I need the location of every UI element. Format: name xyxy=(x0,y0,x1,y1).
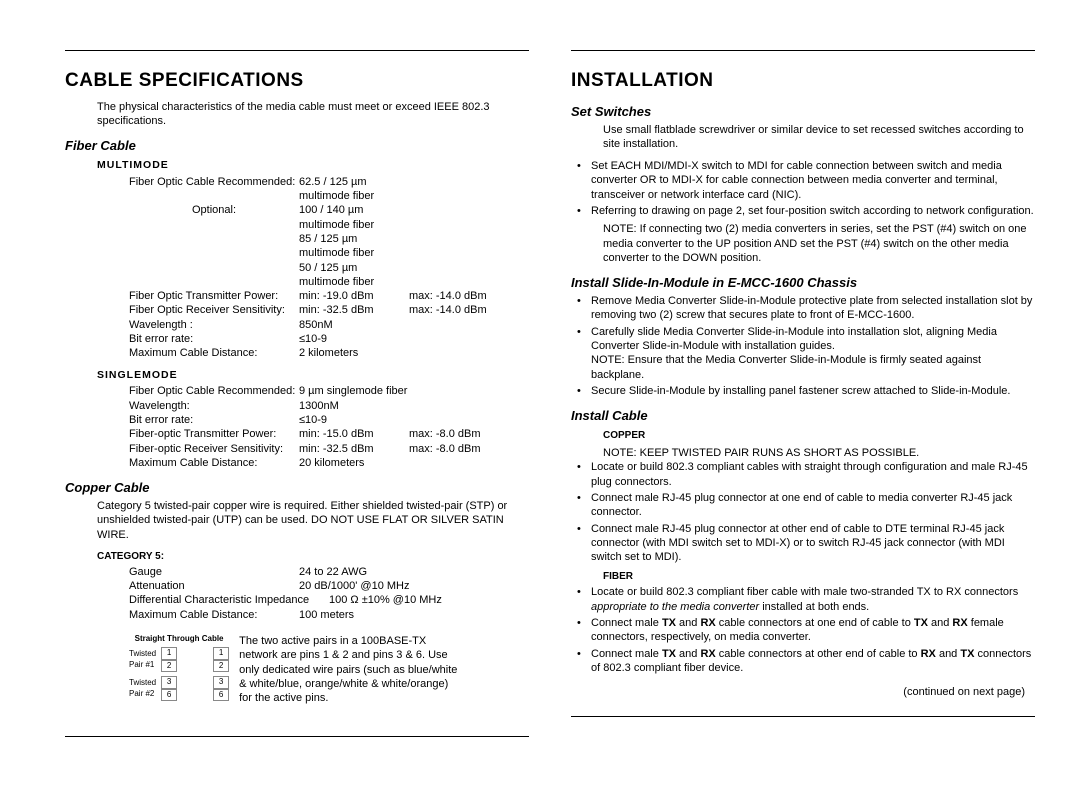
copper-note: NOTE: KEEP TWISTED PAIR RUNS AS SHORT AS… xyxy=(603,446,1035,460)
sm-row: Wavelength:1300nM xyxy=(129,399,529,413)
slide-module-heading: Install Slide-In-Module in E-MCC-1600 Ch… xyxy=(571,275,1035,292)
sm-row: Fiber-optic Transmitter Power:min: -15.0… xyxy=(129,427,529,441)
mm-row: Wavelength :850nM xyxy=(129,318,529,332)
installation-title: INSTALLATION xyxy=(571,69,1035,94)
copper-intro: Category 5 twisted-pair copper wire is r… xyxy=(97,499,529,542)
mm-row: Fiber Optic Receiver Sensitivity:min: -3… xyxy=(129,303,529,317)
copper-subhead: COPPER xyxy=(603,429,1035,442)
cat5-heading: CATEGORY 5: xyxy=(97,550,529,563)
sm-row: Maximum Cable Distance:20 kilometers xyxy=(129,456,529,470)
mm-row: Fiber Optic Cable Recommended:62.5 / 125… xyxy=(129,175,529,204)
copper-list: Locate or build 802.3 compliant cables w… xyxy=(571,460,1035,564)
cable-figure-desc: The two active pairs in a 100BASE-TX net… xyxy=(239,634,459,705)
mm-row: Fiber Optic Transmitter Power:min: -19.0… xyxy=(129,289,529,303)
mm-row: 85 / 125 µm multimode fiber xyxy=(129,232,529,261)
list-item: Referring to drawing on page 2, set four… xyxy=(571,204,1035,218)
list-item: Locate or build 802.3 compliant fiber ca… xyxy=(571,585,1035,614)
continued: (continued on next page) xyxy=(571,685,1025,699)
left-column: CABLE SPECIFICATIONS The physical charac… xyxy=(65,50,529,755)
list-item: Connect male TX and RX cable connectors … xyxy=(571,616,1035,645)
list-item: Locate or build 802.3 compliant cables w… xyxy=(571,460,1035,489)
set-switches-intro: Use small flatblade screwdriver or simil… xyxy=(603,123,1035,152)
right-column: INSTALLATION Set Switches Use small flat… xyxy=(571,50,1035,755)
rule-bot-right xyxy=(571,716,1035,717)
rule-top-left xyxy=(65,50,529,51)
list-item: Carefully slide Media Converter Slide-in… xyxy=(571,325,1035,382)
cable-spec-intro: The physical characteristics of the medi… xyxy=(97,100,529,129)
list-item: Connect male RJ-45 plug connector at oth… xyxy=(571,522,1035,565)
list-item: Connect male TX and RX cable connectors … xyxy=(571,647,1035,676)
cat5-row: Gauge24 to 22 AWG xyxy=(129,565,529,579)
sm-row: Fiber Optic Cable Recommended:9 µm singl… xyxy=(129,384,529,398)
set-switches-list: Set EACH MDI/MDI-X switch to MDI for cab… xyxy=(571,159,1035,218)
cable-diagram: Straight Through Cable Twisted Pair #1 1… xyxy=(129,634,229,705)
mm-row: 50 / 125 µm multimode fiber xyxy=(129,261,529,290)
slide-list: Remove Media Converter Slide-in-Module p… xyxy=(571,294,1035,398)
mm-row: Optional:100 / 140 µm multimode fiber xyxy=(129,203,529,232)
cable-figure: Straight Through Cable Twisted Pair #1 1… xyxy=(129,634,529,705)
list-item: Connect male RJ-45 plug connector at one… xyxy=(571,491,1035,520)
cable-spec-title: CABLE SPECIFICATIONS xyxy=(65,69,529,94)
list-item: Remove Media Converter Slide-in-Module p… xyxy=(571,294,1035,323)
fiber-cable-heading: Fiber Cable xyxy=(65,138,529,155)
sm-row: Fiber-optic Receiver Sensitivity:min: -3… xyxy=(129,442,529,456)
cat5-row: Differential Characteristic Impedance100… xyxy=(129,593,529,607)
sm-row: Bit error rate:≤10-9 xyxy=(129,413,529,427)
fiber-subhead: FIBER xyxy=(603,570,1035,583)
fiber-list: Locate or build 802.3 compliant fiber ca… xyxy=(571,585,1035,675)
set-switches-heading: Set Switches xyxy=(571,104,1035,121)
copper-cable-heading: Copper Cable xyxy=(65,480,529,497)
mm-row: Maximum Cable Distance:2 kilometers xyxy=(129,346,529,360)
list-item: Secure Slide-in-Module by installing pan… xyxy=(571,384,1035,398)
cat5-row: Maximum Cable Distance:100 meters xyxy=(129,608,529,622)
rule-top-right xyxy=(571,50,1035,51)
rule-bot-left xyxy=(65,736,529,737)
cat5-row: Attenuation20 dB/1000' @10 MHz xyxy=(129,579,529,593)
multimode-heading: MULTIMODE xyxy=(97,159,529,173)
singlemode-heading: SINGLEMODE xyxy=(97,369,529,383)
set-switches-note: NOTE: If connecting two (2) media conver… xyxy=(603,222,1035,265)
list-item: Set EACH MDI/MDI-X switch to MDI for cab… xyxy=(571,159,1035,202)
install-cable-heading: Install Cable xyxy=(571,408,1035,425)
mm-row: Bit error rate:≤10-9 xyxy=(129,332,529,346)
